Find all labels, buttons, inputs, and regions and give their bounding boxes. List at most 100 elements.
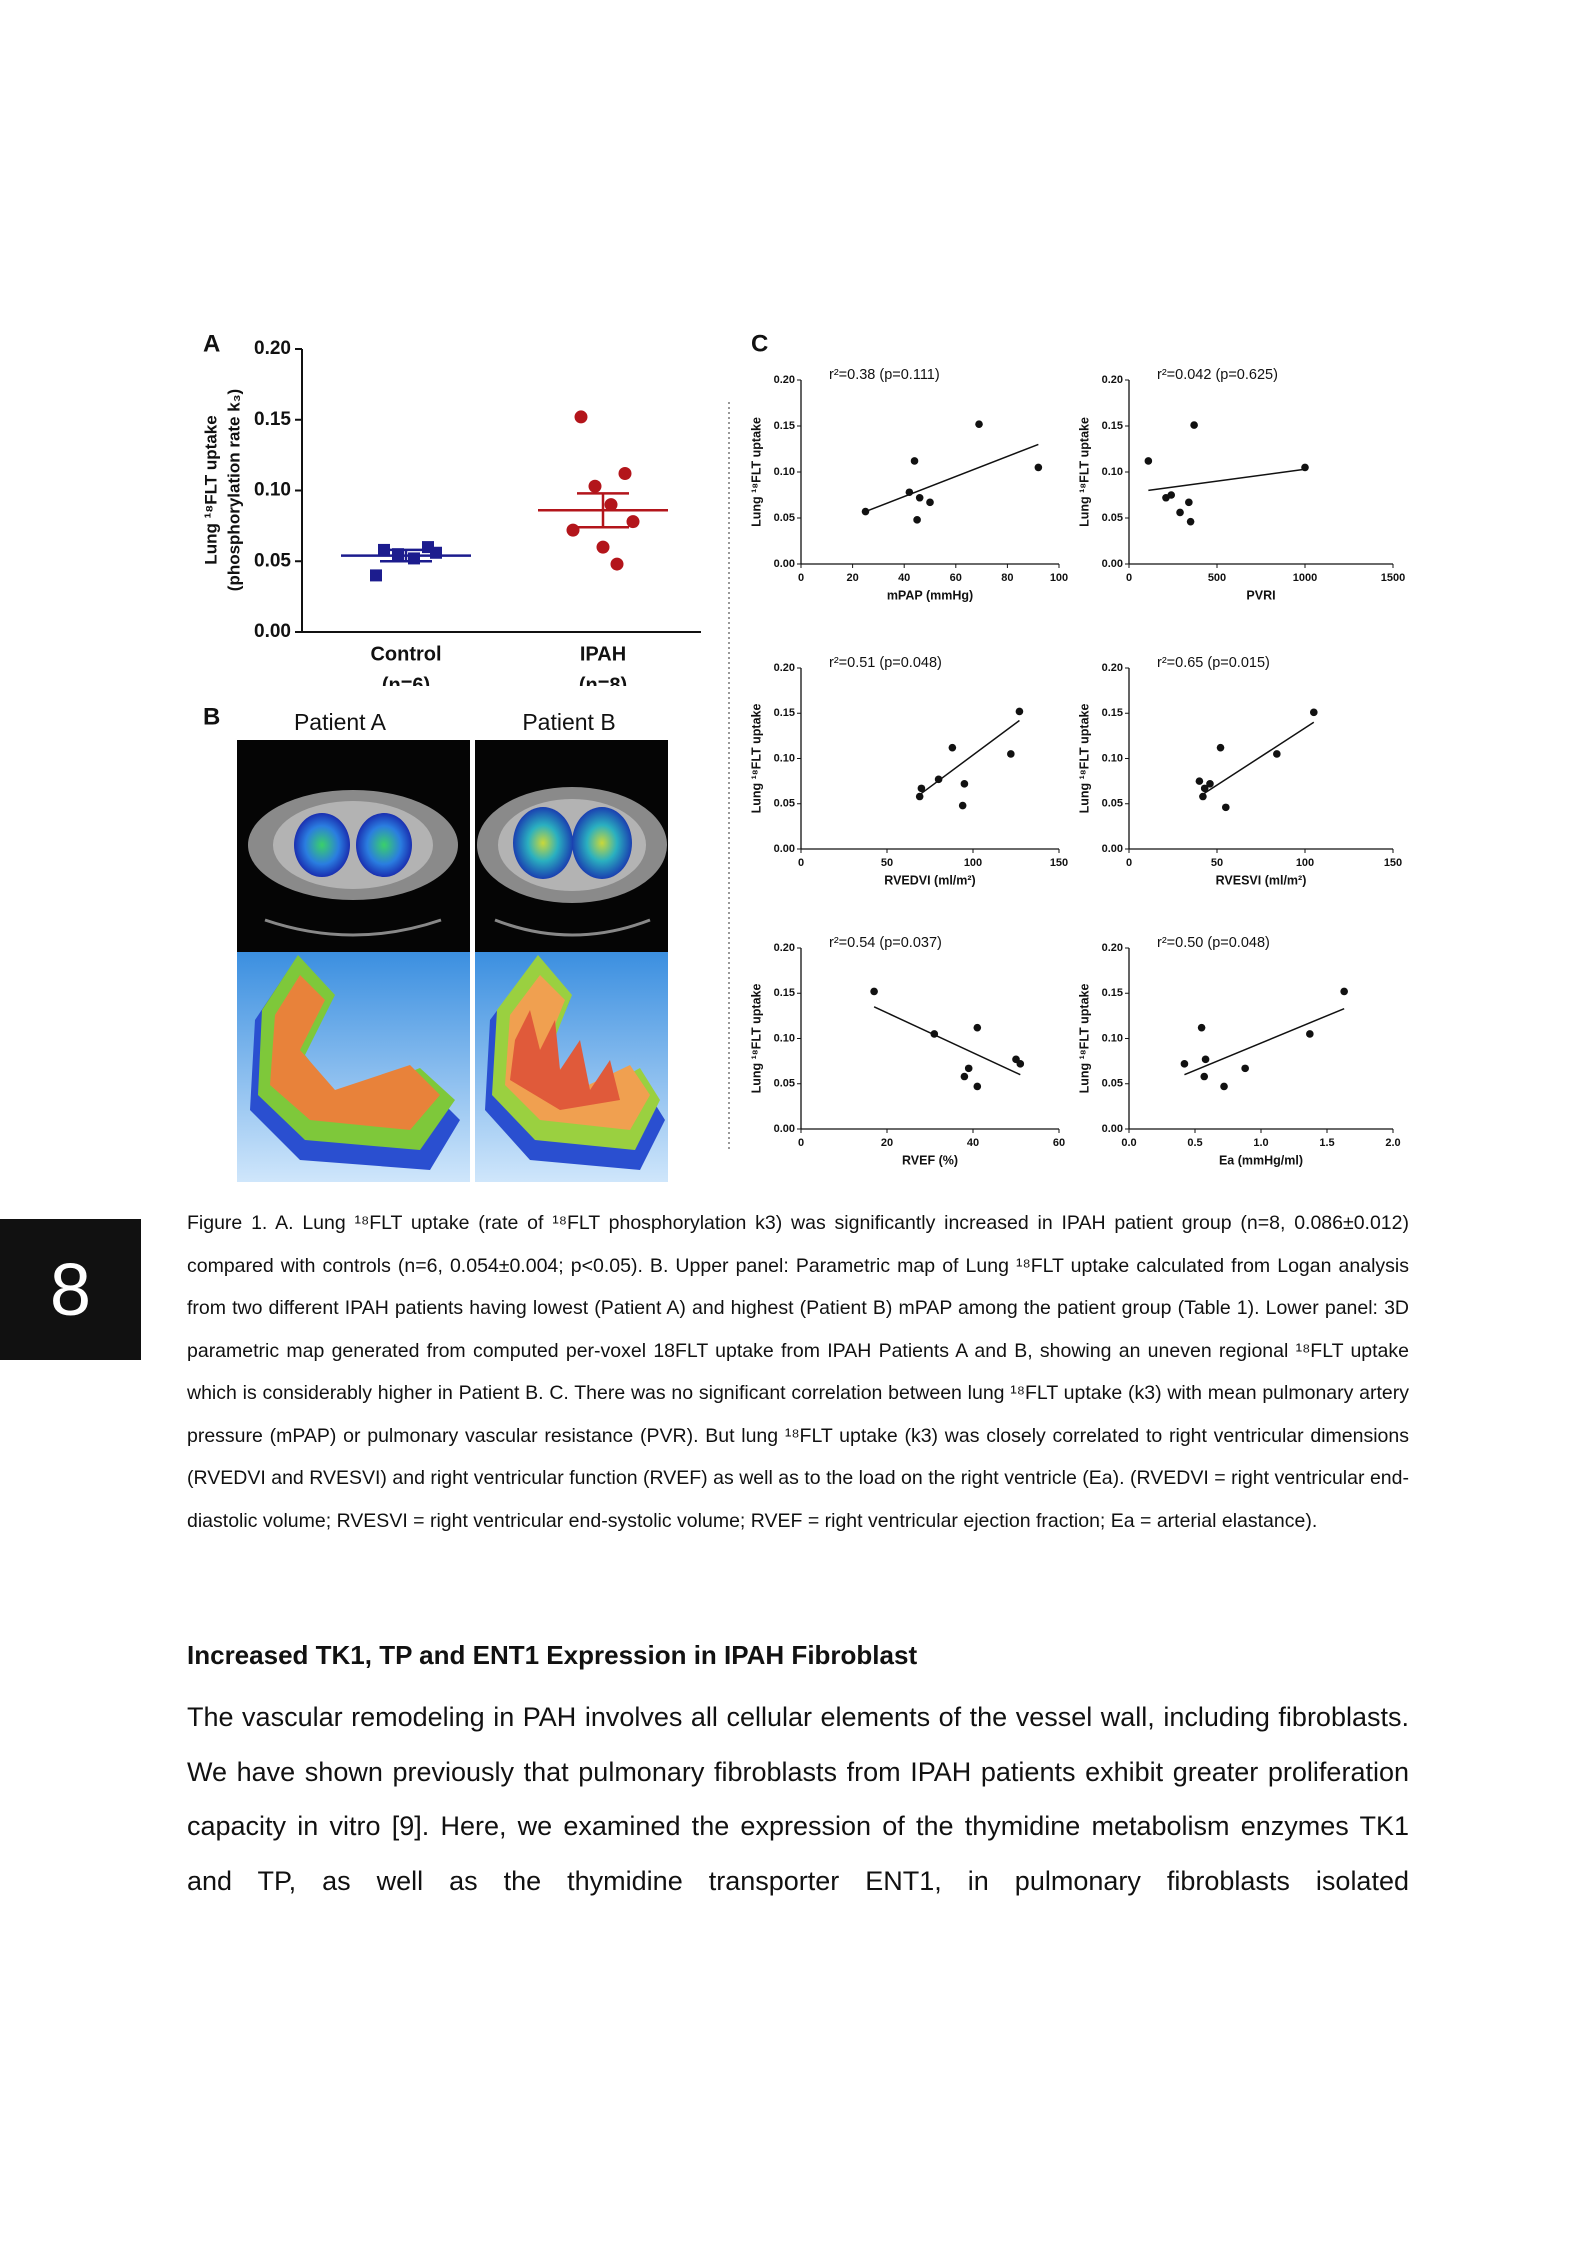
3d-map-b <box>475 952 668 1182</box>
x-axis-label: RVESVI (ml/m²) <box>1216 873 1307 887</box>
y-axis-label: Lung ¹⁸FLT uptake <box>1077 704 1091 814</box>
data-point <box>1190 421 1198 429</box>
data-point <box>1201 1055 1210 1064</box>
data-point <box>1167 491 1176 499</box>
y-axis-label: Lung ¹⁸FLT uptake <box>1077 984 1091 1094</box>
y-tick-label: 0.00 <box>774 843 795 855</box>
y-tick-label: 0.00 <box>774 558 795 570</box>
y-tick-label: 0.20 <box>1102 662 1123 674</box>
x-sub-label: (n=6) <box>382 674 430 696</box>
y-tick-label: 0.20 <box>1102 374 1123 386</box>
y-tick-label: 0.10 <box>1102 752 1123 764</box>
x-tick-label: 40 <box>898 572 910 584</box>
data-point <box>1186 517 1195 526</box>
data-point <box>973 1023 982 1032</box>
annotation: r²=0.50 (p=0.048) <box>1157 935 1270 951</box>
annotation: r²=0.042 (p=0.625) <box>1157 367 1278 383</box>
data-point <box>1195 777 1204 785</box>
x-tick-label: 0 <box>798 1137 804 1149</box>
fit-line <box>873 1006 1021 1076</box>
data-point <box>964 1064 973 1073</box>
y-tick-label: 0.15 <box>774 707 795 719</box>
x-axis-label: PVRI <box>1246 588 1275 602</box>
fit-line <box>1198 721 1315 798</box>
ct-image-b <box>475 740 668 952</box>
data-point <box>618 467 632 481</box>
data-point <box>430 546 442 559</box>
data-point <box>915 792 924 801</box>
data-point <box>1310 708 1318 717</box>
y-tick-label: 0.10 <box>774 466 795 478</box>
x-tick-label: Control <box>370 643 441 665</box>
x-sub-label: (n=8) <box>579 674 627 696</box>
y-tick-label: 0.00 <box>1102 1123 1123 1135</box>
data-point <box>370 569 382 582</box>
y-tick-label: 0.05 <box>774 512 795 524</box>
panel-label: A <box>203 330 220 357</box>
x-tick-label: 0 <box>798 572 804 584</box>
x-tick-label: 150 <box>1384 857 1402 869</box>
y-axis-label: Lung ¹⁸FLT uptake <box>201 415 220 564</box>
x-axis-label: RVEDVI (ml/m²) <box>884 873 975 887</box>
data-point <box>917 784 926 793</box>
data-point <box>1200 784 1209 793</box>
x-axis-label: Ea (mmHg/ml) <box>1219 1153 1303 1167</box>
data-point <box>610 557 624 571</box>
y-tick-label: 0.10 <box>774 752 795 764</box>
x-tick-label: IPAH <box>580 643 626 665</box>
data-point <box>1144 457 1153 465</box>
y-tick-label: 0.15 <box>774 420 795 432</box>
y-tick-label: 0.05 <box>1102 512 1123 524</box>
y-axis-label: Lung ¹⁸FLT uptake <box>749 417 763 527</box>
y-tick-label: 0.00 <box>1102 843 1123 855</box>
y-tick-label: 0.20 <box>254 338 291 359</box>
data-point <box>1216 743 1225 752</box>
n-labels: (n=6) (n=8) <box>382 674 627 696</box>
x-tick-label: 0 <box>1126 572 1132 584</box>
paragraph: The vascular remodeling in PAH involves … <box>187 1702 1409 1896</box>
data-point <box>1206 780 1214 788</box>
y-axis-label: Lung ¹⁸FLT uptake <box>749 704 763 814</box>
data-point <box>588 479 602 493</box>
page-number: 8 <box>0 1219 141 1360</box>
data-point <box>926 498 934 507</box>
data-point <box>910 457 919 465</box>
x-tick-label: 2.0 <box>1385 1137 1400 1149</box>
data-point <box>596 540 610 554</box>
x-tick-label: 150 <box>1050 857 1068 869</box>
data-point <box>1197 1023 1206 1032</box>
y-tick-label: 0.10 <box>1102 466 1123 478</box>
y-tick-label: 0.20 <box>1102 942 1123 954</box>
x-tick-label: 60 <box>950 572 962 584</box>
y-tick-label: 0.00 <box>774 1123 795 1135</box>
x-tick-label: 20 <box>881 1137 893 1149</box>
y-tick-label: 0.05 <box>774 798 795 810</box>
x-tick-label: 1.5 <box>1319 1137 1334 1149</box>
x-tick-label: 0.0 <box>1121 1137 1136 1149</box>
data-point <box>1034 463 1043 472</box>
panel-label: C <box>751 330 768 357</box>
x-tick-label: 100 <box>1296 857 1314 869</box>
y-tick-label: 0.05 <box>774 1078 795 1090</box>
data-point <box>958 801 967 810</box>
y-tick-label: 0.05 <box>1102 1078 1123 1090</box>
x-tick-label: 500 <box>1208 572 1226 584</box>
data-point <box>626 515 640 529</box>
y-axis-label: (phosphorylation rate k₃) <box>224 389 243 591</box>
data-point <box>1176 508 1184 517</box>
data-point <box>1015 707 1024 716</box>
fit-line <box>1184 1007 1345 1076</box>
data-point <box>948 743 957 752</box>
x-tick-label: 100 <box>964 857 982 869</box>
fit-line <box>1148 468 1306 492</box>
data-point <box>1241 1064 1249 1073</box>
x-tick-label: 80 <box>1001 572 1013 584</box>
figure-caption: Figure 1. A. Lung ¹⁸FLT uptake (rate of … <box>187 1212 1409 1532</box>
y-tick-label: 0.20 <box>774 662 795 674</box>
data-point <box>1222 803 1230 812</box>
data-point <box>975 420 983 428</box>
x-tick-label: 0 <box>1126 857 1132 869</box>
patient-label: Patient B <box>522 709 615 735</box>
data-point <box>960 1072 969 1081</box>
